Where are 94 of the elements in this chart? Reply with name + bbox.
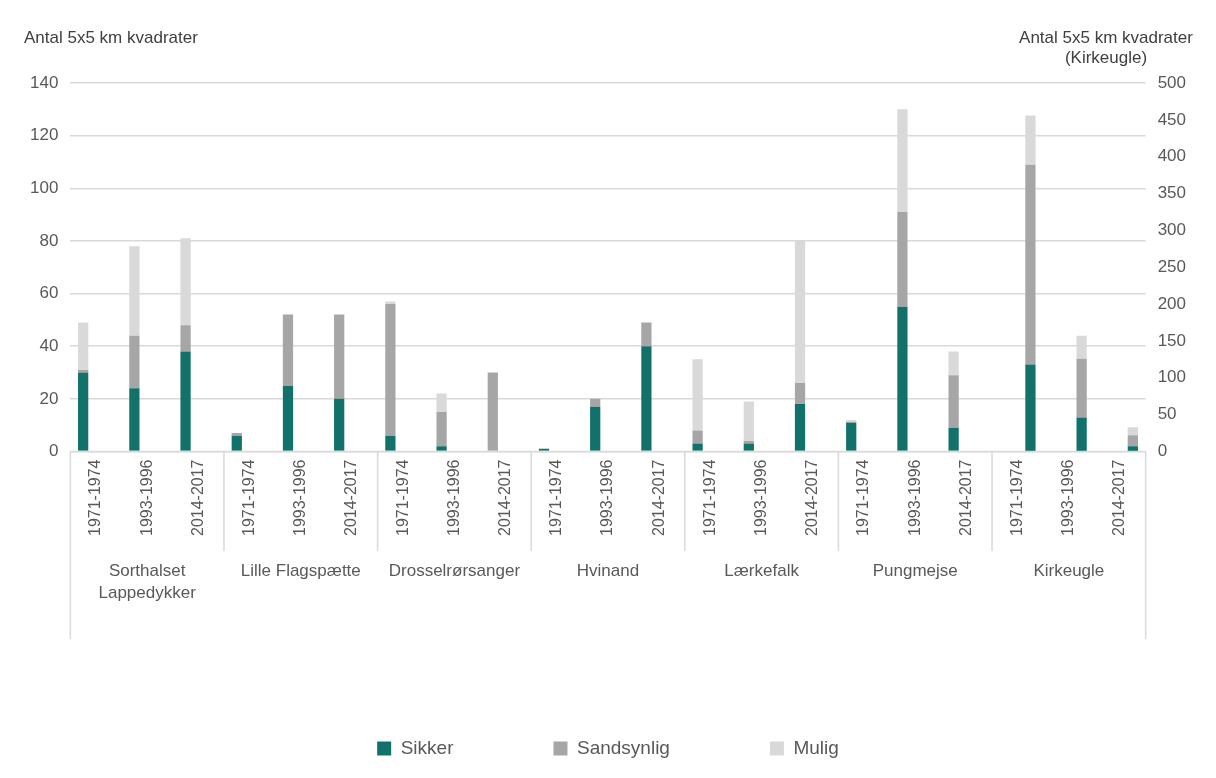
bar [1025, 164, 1036, 365]
text: Pungmejse [872, 561, 958, 581]
bar [78, 372, 89, 451]
y-tick-label: 80 [39, 230, 59, 250]
x-tick-label: 2014-2017 [342, 459, 360, 536]
x-tick-label: 2014-2017 [956, 459, 974, 536]
bar [385, 435, 396, 451]
y2-tick-label: 100 [1157, 367, 1187, 387]
bar [436, 412, 447, 447]
x-tick-label: 1993-1996 [137, 459, 155, 536]
bar [641, 322, 652, 347]
bar [1127, 427, 1138, 436]
legend-label: Sandsynlig [576, 736, 670, 758]
y-tick-label: 0 [48, 441, 59, 461]
bar [948, 375, 959, 428]
text: Lærkefalk [724, 561, 800, 581]
x-tick-label: 2014-2017 [1110, 459, 1128, 536]
bar [743, 440, 754, 444]
x-tick-label: 1993-1996 [598, 459, 616, 536]
y-axis-title: Antal 5x5 km kvadrater [24, 28, 198, 48]
bar [334, 314, 345, 399]
text: Sorthalset Lappedykker [98, 561, 197, 603]
bar [794, 404, 806, 451]
bar [231, 435, 242, 451]
x-tick-label: 1993-1996 [291, 459, 309, 536]
bar [948, 427, 959, 451]
bar [1025, 364, 1036, 452]
y-tick-label: 120 [29, 125, 59, 145]
bar [590, 398, 601, 407]
x-tick-label: 1971-1974 [1008, 459, 1026, 536]
y2-tick-label: 250 [1157, 256, 1187, 276]
x-tick-label: 1971-1974 [393, 459, 411, 536]
bar [692, 443, 703, 451]
bar [897, 306, 908, 451]
x-tick-label: 1993-1996 [444, 459, 462, 536]
x-tick-label: 1993-1996 [1059, 459, 1077, 536]
text: Hvinand [576, 561, 640, 581]
bar [641, 346, 652, 451]
x-tick-label: 1993-1996 [752, 459, 770, 536]
bar [1127, 435, 1138, 447]
bar [846, 422, 857, 451]
x-tick-label: 1993-1996 [905, 459, 923, 536]
x-tick-label: 2014-2017 [496, 459, 513, 536]
legend-label: Sikker [400, 736, 455, 758]
y-tick-label: 60 [39, 283, 59, 303]
x-tick-label: 1971-1974 [547, 459, 565, 536]
y2-tick-label: 500 [1157, 72, 1187, 92]
bar [846, 419, 857, 423]
bar [1127, 446, 1138, 452]
y-tick-label: 140 [29, 72, 59, 92]
bar [334, 398, 345, 451]
bar [692, 430, 703, 444]
x-tick-label: 2014-2017 [803, 459, 821, 536]
x-tick-label: 2014-2017 [649, 459, 667, 536]
bar [436, 446, 447, 451]
bar [282, 385, 294, 451]
y-tick-label: 100 [29, 177, 59, 197]
bar [385, 301, 396, 305]
text: Lille Flagspætte [240, 561, 361, 581]
y2-tick-label: 50 [1157, 404, 1177, 424]
bar [897, 211, 908, 307]
bar [1076, 417, 1087, 452]
y2-tick-label: 200 [1157, 293, 1187, 313]
x-tick-label: 1971-1974 [86, 459, 104, 536]
bar [743, 443, 754, 451]
bar [180, 325, 191, 352]
x-tick-label: 2014-2017 [188, 459, 206, 536]
y2-axis-title: Antal 5x5 km kvadrater (Kirkeugle) [1018, 28, 1194, 68]
y2-tick-label: 0 [1157, 441, 1168, 461]
bar [385, 304, 396, 436]
y2-tick-label: 400 [1157, 146, 1187, 166]
x-tick-label: 1971-1974 [854, 459, 872, 536]
bar [282, 314, 294, 386]
text: Kirkeugle [1033, 561, 1105, 581]
legend-label: Mulig [793, 736, 839, 758]
bar [487, 372, 498, 451]
x-tick-label: 1971-1974 [700, 459, 718, 536]
bar [129, 335, 140, 389]
y-tick-label: 40 [39, 335, 59, 355]
y2-tick-label: 350 [1157, 183, 1187, 203]
bar [948, 351, 959, 376]
y2-tick-label: 450 [1157, 109, 1187, 129]
bar [231, 433, 242, 436]
bar [590, 406, 601, 451]
x-tick-label: 1971-1974 [239, 459, 257, 536]
y-tick-label: 20 [39, 388, 59, 408]
bar [1076, 358, 1087, 418]
bar [180, 351, 191, 451]
bar [794, 383, 806, 405]
text: Drosselrørsanger [388, 561, 521, 581]
y2-tick-label: 300 [1157, 220, 1187, 240]
bar [78, 369, 89, 373]
bar [129, 388, 140, 451]
y2-tick-label: 150 [1157, 330, 1187, 350]
